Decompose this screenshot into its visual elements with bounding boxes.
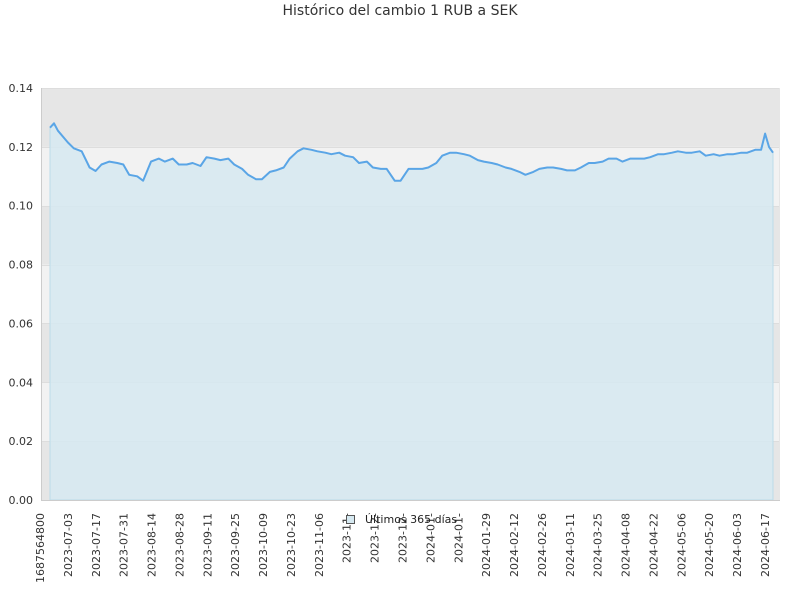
series-area-group (49, 122, 774, 501)
x-tick-label: 2024-01- (424, 513, 437, 563)
y-tick-label: 0.04 (9, 376, 34, 389)
y-tick-label: 0.02 (9, 435, 34, 448)
x-tick-label: 2024-05-20 (703, 513, 716, 577)
plot-band (41, 88, 780, 147)
x-tick-label: 1687564800 (34, 513, 47, 583)
y-tick-label: 0.10 (9, 200, 34, 213)
x-tick-label: 2023-12- (397, 513, 410, 563)
axes (41, 88, 780, 501)
x-tick-label: 2023-10-09 (257, 513, 270, 577)
x-tick-label: 2024-06-03 (731, 513, 744, 577)
x-tick-label: 2024-01-29 (480, 513, 493, 577)
y-axis-tick-labels: 0.00 0.02 0.04 0.06 0.08 0.10 0.12 0.14 (9, 82, 34, 507)
x-tick-label: 2024-02-12 (508, 513, 521, 577)
series-line (49, 122, 774, 182)
x-tick-label: 2024-01- (452, 513, 465, 563)
y-tick-label: 0.14 (9, 82, 34, 95)
y-tick-label: 0.12 (9, 141, 34, 154)
x-tick-label: 2023-11- (341, 513, 354, 563)
legend: Últimos 365 días (346, 513, 457, 526)
legend-swatch (346, 515, 355, 524)
x-tick-label: 2023-08-14 (146, 513, 159, 577)
x-tick-label: 2023-12- (369, 513, 382, 563)
legend-label[interactable]: Últimos 365 días (365, 513, 457, 526)
x-tick-label: 2023-10-23 (285, 513, 298, 577)
x-tick-label: 2023-11-06 (313, 513, 326, 577)
x-tick-label: 2024-03-25 (592, 513, 605, 577)
x-tick-label: 2023-08-28 (173, 513, 186, 577)
x-tick-label: 2023-09-25 (229, 513, 242, 577)
x-tick-label: 2024-04-08 (620, 513, 633, 577)
series-area-fill (49, 122, 774, 501)
x-tick-label: 2023-07-03 (62, 513, 75, 577)
y-tick-label: 0.08 (9, 259, 34, 272)
y-tick-label: 0.00 (9, 494, 34, 507)
x-tick-label: 2023-07-17 (90, 513, 103, 577)
x-tick-label: 2024-05-06 (675, 513, 688, 577)
x-tick-label: 2024-04-22 (648, 513, 661, 577)
x-tick-label: 2024-03-11 (564, 513, 577, 577)
x-tick-label: 2023-09-11 (201, 513, 214, 577)
chart-title: Histórico del cambio 1 RUB a SEK (283, 3, 519, 19)
x-tick-label: 2023-07-31 (118, 513, 131, 577)
y-tick-label: 0.06 (9, 317, 34, 330)
x-axis-tick-labels: 1687564800 2023-07-03 2023-07-17 2023-07-31… (34, 513, 772, 583)
x-tick-label: 2024-02-26 (536, 513, 549, 577)
x-tick-label: 2024-06-17 (759, 513, 772, 577)
